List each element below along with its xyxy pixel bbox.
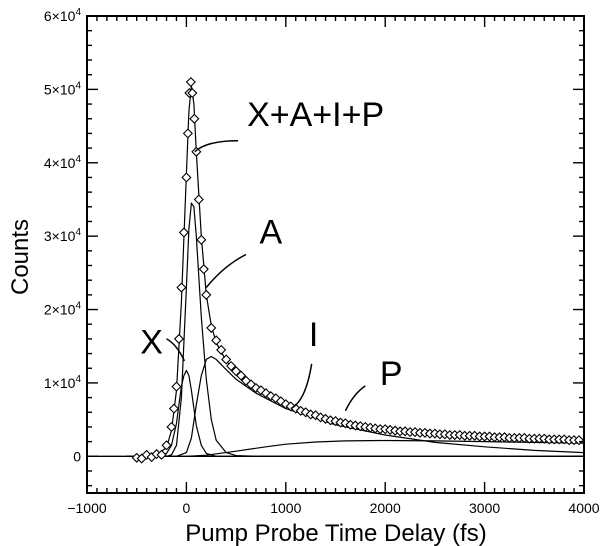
series-line-x — [126, 369, 584, 457]
leader-x-a-i-p — [194, 140, 239, 153]
data-point-marker — [250, 382, 262, 394]
annotation-x: X — [140, 324, 163, 362]
data-point-marker — [275, 396, 286, 407]
data-point-marker — [189, 113, 200, 124]
data-point-marker — [178, 227, 189, 238]
data-point-marker — [161, 440, 172, 451]
data-point-marker — [211, 335, 222, 346]
leader-p — [344, 385, 366, 412]
data-point-marker — [201, 289, 212, 300]
annotation-p: P — [380, 355, 403, 393]
y-axis-title: Counts — [7, 219, 34, 295]
data-point-marker — [206, 322, 217, 333]
leader-x — [166, 338, 186, 362]
data-point-marker — [300, 407, 311, 418]
data-point-marker — [226, 360, 237, 372]
data-point-marker — [187, 87, 198, 99]
x-tick-label: 1000 — [270, 500, 301, 516]
x-tick-label: 4000 — [568, 500, 599, 516]
annotation-i: I — [309, 316, 318, 354]
x-tick-label: −1000 — [67, 500, 107, 516]
x-axis-title: Pump Probe Time Delay (fs) — [185, 520, 486, 546]
annotation-a: A — [260, 213, 283, 251]
data-point-marker — [193, 194, 204, 205]
data-point-marker — [280, 399, 291, 410]
data-markers — [131, 76, 585, 464]
leader-a — [205, 253, 247, 288]
y-tick-label: 3×104 — [44, 227, 82, 244]
data-point-marker — [216, 344, 227, 355]
data-point-marker — [285, 401, 296, 412]
data-point-marker — [270, 393, 281, 404]
y-tick-label: 0 — [73, 448, 81, 464]
plot-series — [87, 85, 585, 457]
x-tick-label: 2000 — [370, 500, 401, 516]
y-tick-label: 6×104 — [44, 7, 82, 24]
data-point-marker — [185, 76, 196, 88]
data-point-marker — [221, 354, 232, 365]
data-point-marker — [196, 234, 207, 245]
data-point-marker — [156, 449, 167, 460]
data-point-marker — [141, 449, 152, 460]
data-point-marker — [265, 391, 276, 402]
data-point-marker — [171, 381, 182, 392]
series-line-p — [126, 439, 585, 457]
y-tick-label: 2×104 — [44, 301, 82, 318]
data-point-marker — [245, 379, 257, 390]
data-point-marker — [310, 410, 321, 421]
y-tick-label: 4×104 — [44, 154, 82, 171]
data-point-marker — [176, 282, 187, 293]
annotations: X+A+I+P A X I P — [140, 96, 403, 412]
series-line-a — [126, 202, 584, 457]
data-point-marker — [166, 421, 177, 433]
data-point-marker — [198, 264, 209, 275]
data-point-marker — [182, 128, 193, 139]
y-tick-label: 1×104 — [44, 374, 82, 391]
annotation-x-a-i-p: X+A+I+P — [247, 96, 384, 134]
data-point-marker — [173, 333, 185, 344]
series-line-x-a-i-p — [126, 85, 585, 457]
x-tick-label: 3000 — [469, 500, 500, 516]
x-tick-label: 0 — [183, 500, 191, 516]
y-tick-label: 5×104 — [44, 80, 82, 97]
series-line-i — [126, 355, 585, 457]
data-point-marker — [240, 375, 252, 386]
data-point-marker — [168, 403, 180, 414]
data-point-marker — [235, 370, 247, 381]
leader-i — [290, 363, 313, 410]
data-point-marker — [181, 172, 192, 183]
axes: −1000 0 1000 2000 3000 4000 0 1×104 2×104 3×104 4×… — [44, 7, 600, 516]
